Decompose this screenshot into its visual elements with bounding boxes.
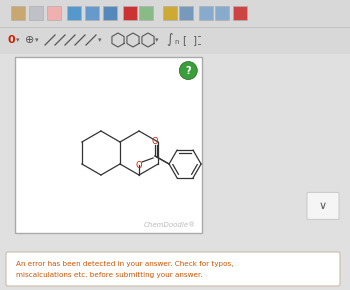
Text: O: O — [152, 137, 158, 146]
Bar — [11, 6, 25, 20]
Text: ▾: ▾ — [16, 37, 20, 43]
Bar — [215, 6, 229, 20]
Bar — [123, 6, 137, 20]
Text: ∫: ∫ — [167, 34, 173, 46]
Text: 0: 0 — [7, 35, 15, 45]
Text: ChemDoodle®: ChemDoodle® — [144, 222, 196, 229]
Bar — [163, 6, 177, 20]
Bar — [29, 6, 43, 20]
Bar — [0, 0, 350, 54]
Bar — [47, 6, 61, 20]
Bar — [67, 6, 81, 20]
Circle shape — [179, 61, 197, 79]
Bar — [103, 6, 117, 20]
FancyBboxPatch shape — [6, 252, 340, 286]
Text: ▾: ▾ — [98, 37, 102, 43]
Text: An error has been detected in your answer. Check for typos,: An error has been detected in your answe… — [16, 261, 233, 267]
Text: ▾: ▾ — [155, 37, 159, 43]
Bar — [179, 6, 193, 20]
Bar — [85, 6, 99, 20]
Text: ▾: ▾ — [35, 37, 39, 43]
Text: miscalculations etc. before submitting your answer.: miscalculations etc. before submitting y… — [16, 272, 203, 278]
Bar — [199, 6, 213, 20]
Text: ?: ? — [186, 66, 191, 76]
Bar — [139, 6, 153, 20]
Bar — [233, 6, 247, 20]
Text: O: O — [136, 160, 142, 169]
Text: [  ]: [ ] — [183, 35, 197, 45]
Bar — [15, 57, 202, 233]
Text: ∨: ∨ — [319, 201, 327, 211]
FancyBboxPatch shape — [307, 193, 339, 220]
Text: ⊕: ⊕ — [25, 35, 35, 45]
Text: n: n — [175, 39, 179, 45]
